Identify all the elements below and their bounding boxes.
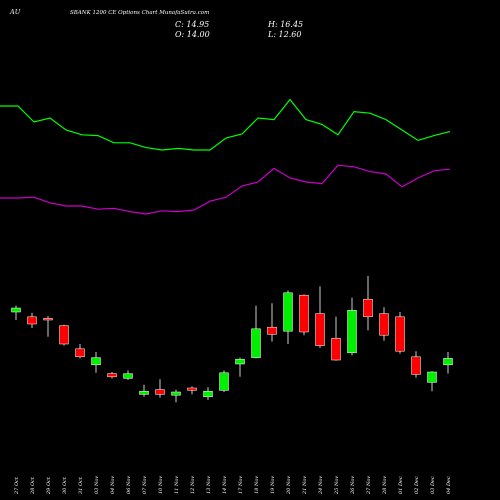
candle-body (267, 326, 277, 335)
x-tick-label: 25 Nov (334, 476, 340, 495)
x-tick-label: 24 Nov (318, 476, 324, 495)
x-tick-label: 03 Dec (430, 476, 436, 494)
candle (235, 357, 245, 377)
candle-body (251, 328, 261, 358)
x-tick-label: 27 Oct (14, 476, 20, 495)
candle-body (155, 389, 165, 395)
candle (331, 316, 341, 361)
candle (379, 307, 389, 341)
candle-body (139, 390, 149, 395)
upper-band-line (0, 98, 451, 151)
candle (27, 312, 37, 328)
x-tick-label: 02 Dec (414, 476, 420, 494)
high-value: H: 16.45 (267, 20, 303, 29)
candle-body (299, 294, 309, 333)
candle-body (395, 316, 405, 352)
candle (219, 370, 229, 392)
candle (75, 344, 85, 359)
indicator-lines (0, 98, 451, 215)
candle (187, 386, 197, 395)
candle (171, 389, 181, 403)
candle-body (219, 372, 229, 391)
x-tick-label: 28 Nov (382, 476, 388, 495)
open-value: O: 14.00 (175, 30, 210, 39)
x-tick-label: 26 Nov (350, 476, 356, 495)
candle (203, 387, 213, 400)
candle-body (427, 371, 437, 383)
x-tick-label: 18 Nov (254, 476, 260, 494)
candle (59, 324, 69, 346)
x-tick-label: 06 Nov (126, 476, 132, 494)
x-tick-label: 31 Oct (78, 476, 84, 494)
x-tick-label: 17 Nov (238, 476, 244, 494)
candle (427, 371, 437, 392)
candle-body (331, 338, 341, 361)
candle-body (315, 313, 325, 346)
candle (43, 316, 53, 337)
candle (347, 297, 357, 356)
candle-body (91, 357, 101, 366)
candle-body (411, 356, 421, 375)
candle (155, 379, 165, 398)
x-tick-label: 03 Nov (94, 476, 100, 494)
candle-body (59, 325, 69, 345)
candle-body (43, 318, 53, 321)
lower-band-line (0, 164, 451, 215)
x-tick-label: 13 Nov (206, 476, 212, 494)
x-tick-label: 11 Nov (174, 476, 180, 494)
x-tick-label: 07 Nov (142, 476, 148, 494)
header-left-label: AU (9, 8, 21, 16)
candle (11, 305, 21, 320)
candle-body (347, 310, 357, 354)
chart-title: SBANK 1200 CE Options Chart MunafaSutra.… (70, 10, 209, 16)
x-tick-label: 14 Nov (222, 476, 228, 494)
candles (11, 276, 453, 403)
candle-body (235, 358, 245, 365)
x-tick-label: 04 Dec (446, 476, 452, 494)
x-tick-label: 12 Nov (190, 476, 196, 494)
candle (123, 370, 133, 380)
x-tick-label: 28 Oct (30, 476, 36, 495)
candle (395, 312, 405, 354)
candle (411, 351, 421, 378)
candle-body (107, 373, 117, 378)
candle-body (75, 348, 85, 358)
candle (363, 276, 373, 331)
x-tick-label: 19 Nov (270, 476, 276, 494)
candle (91, 352, 101, 373)
candle-body (11, 307, 21, 313)
candle-body (27, 316, 37, 325)
candle-body (283, 292, 293, 332)
candle-body (187, 387, 197, 391)
candle (107, 372, 117, 379)
candle (443, 352, 453, 374)
candle-body (171, 391, 181, 396)
candle (299, 294, 309, 336)
candle-body (203, 390, 213, 398)
x-tick-label: 21 Nov (302, 476, 308, 495)
candle (267, 303, 277, 342)
candle-body (363, 298, 373, 318)
candle (251, 305, 261, 359)
x-tick-label: 10 Nov (158, 476, 164, 494)
close-value: C: 14.95 (175, 20, 209, 29)
candle (315, 286, 325, 348)
x-tick-label: 27 Nov (366, 476, 372, 495)
candle (283, 290, 293, 344)
x-tick-label: 30 Oct (62, 476, 68, 494)
x-tick-label: 01 Dec (398, 476, 404, 494)
x-axis-labels: 27 Oct 28 Oct 29 Oct 30 Oct 31 Oct 03 Nov 04 N… (14, 476, 452, 495)
candle-body (379, 313, 389, 336)
x-tick-label: 29 Oct (46, 476, 52, 495)
candle-body (443, 358, 453, 366)
low-value: L: 12.60 (267, 30, 301, 39)
x-tick-label: 04 Nov (110, 476, 116, 494)
x-tick-label: 20 Nov (286, 476, 292, 495)
candle-body (123, 373, 133, 379)
candle (139, 384, 149, 397)
